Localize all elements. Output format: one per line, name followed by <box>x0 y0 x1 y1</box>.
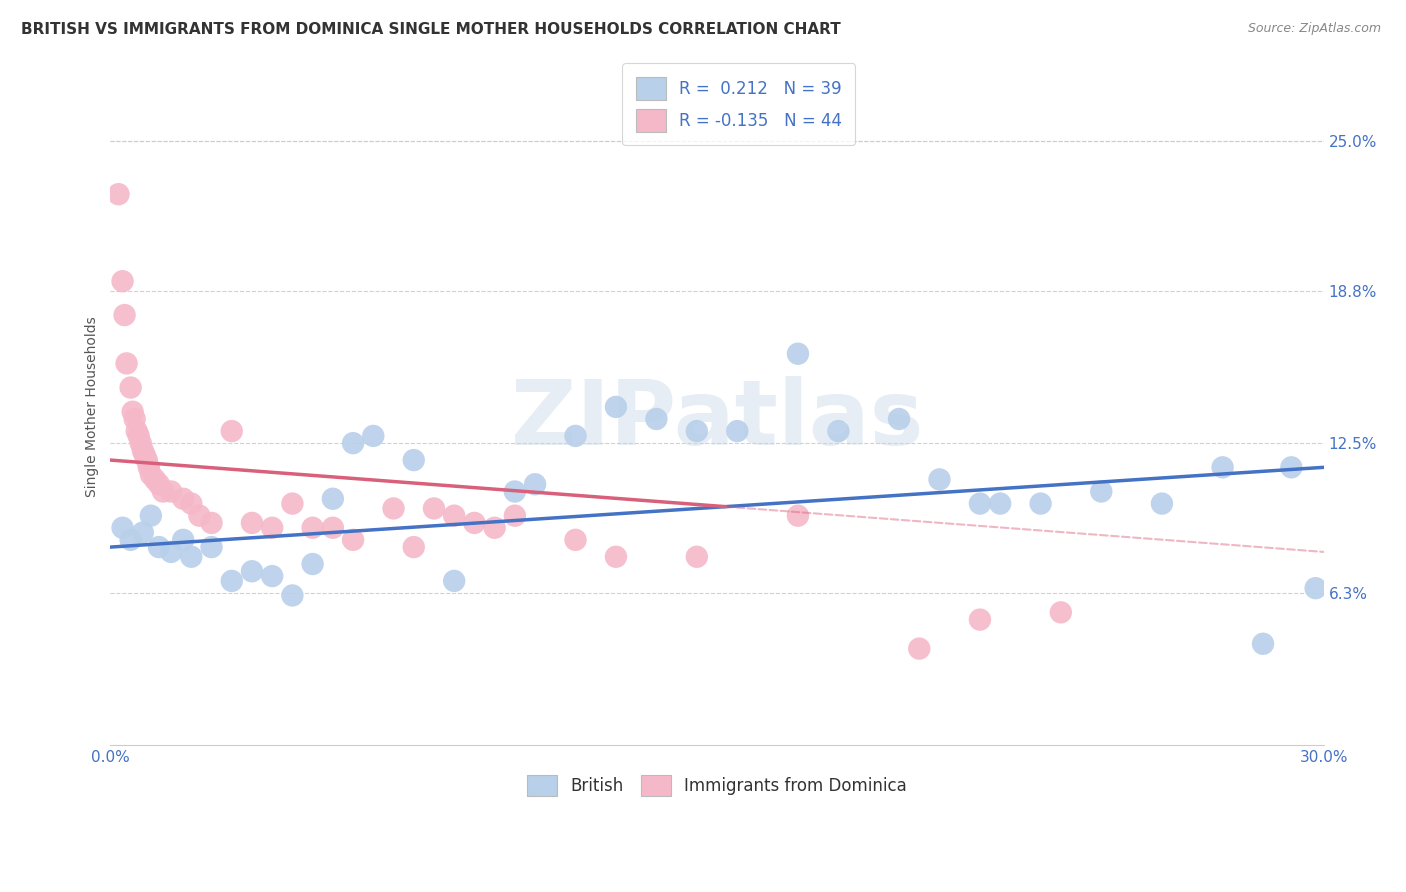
Point <box>139 508 162 523</box>
Point <box>686 549 709 564</box>
Point <box>605 400 627 414</box>
Point <box>281 589 304 603</box>
Y-axis label: Single Mother Households: Single Mother Households <box>86 317 100 497</box>
Point <box>240 516 263 530</box>
Point <box>322 491 344 506</box>
Point <box>402 453 425 467</box>
Point <box>120 533 142 547</box>
Point <box>115 356 138 370</box>
Point <box>969 613 991 627</box>
Point <box>564 533 586 547</box>
Point <box>221 574 243 588</box>
Point <box>114 308 136 322</box>
Point <box>908 641 931 656</box>
Point <box>503 508 526 523</box>
Point <box>124 412 146 426</box>
Point <box>969 497 991 511</box>
Point <box>200 516 222 530</box>
Point <box>887 412 910 426</box>
Point <box>686 424 709 438</box>
Point <box>524 477 547 491</box>
Point <box>564 429 586 443</box>
Point <box>120 380 142 394</box>
Point <box>172 533 194 547</box>
Point <box>132 443 155 458</box>
Point <box>342 436 364 450</box>
Point <box>125 424 148 438</box>
Point <box>134 448 156 462</box>
Point <box>1049 605 1071 619</box>
Point <box>180 497 202 511</box>
Point <box>160 484 183 499</box>
Point <box>135 453 157 467</box>
Point <box>463 516 485 530</box>
Point <box>1150 497 1173 511</box>
Point <box>262 521 284 535</box>
Point <box>148 540 170 554</box>
Point <box>152 484 174 499</box>
Point <box>111 521 134 535</box>
Point <box>148 477 170 491</box>
Point <box>787 347 810 361</box>
Point <box>172 491 194 506</box>
Point <box>240 564 263 578</box>
Point <box>121 405 143 419</box>
Point <box>382 501 405 516</box>
Point <box>188 508 211 523</box>
Point <box>1251 637 1274 651</box>
Point <box>221 424 243 438</box>
Point <box>111 274 134 288</box>
Point <box>1029 497 1052 511</box>
Point <box>1212 460 1234 475</box>
Point <box>128 429 150 443</box>
Point <box>143 472 166 486</box>
Legend: British, Immigrants from Dominica: British, Immigrants from Dominica <box>519 766 915 805</box>
Point <box>301 521 323 535</box>
Point <box>725 424 748 438</box>
Point <box>322 521 344 535</box>
Point <box>443 508 465 523</box>
Point <box>827 424 849 438</box>
Point <box>132 525 155 540</box>
Point <box>605 549 627 564</box>
Point <box>180 549 202 564</box>
Point <box>160 545 183 559</box>
Point <box>200 540 222 554</box>
Point <box>138 460 160 475</box>
Point <box>484 521 506 535</box>
Text: Source: ZipAtlas.com: Source: ZipAtlas.com <box>1247 22 1381 36</box>
Point <box>645 412 668 426</box>
Text: ZIPatlas: ZIPatlas <box>510 376 924 465</box>
Point <box>281 497 304 511</box>
Point <box>107 187 129 202</box>
Text: BRITISH VS IMMIGRANTS FROM DOMINICA SINGLE MOTHER HOUSEHOLDS CORRELATION CHART: BRITISH VS IMMIGRANTS FROM DOMINICA SING… <box>21 22 841 37</box>
Point <box>423 501 446 516</box>
Point <box>1090 484 1112 499</box>
Point <box>139 467 162 482</box>
Point <box>787 508 810 523</box>
Point <box>129 436 152 450</box>
Point <box>988 497 1011 511</box>
Point <box>503 484 526 499</box>
Point <box>301 557 323 571</box>
Point <box>402 540 425 554</box>
Point <box>342 533 364 547</box>
Point <box>928 472 950 486</box>
Point <box>1279 460 1302 475</box>
Point <box>262 569 284 583</box>
Point <box>443 574 465 588</box>
Point <box>1305 581 1327 595</box>
Point <box>361 429 384 443</box>
